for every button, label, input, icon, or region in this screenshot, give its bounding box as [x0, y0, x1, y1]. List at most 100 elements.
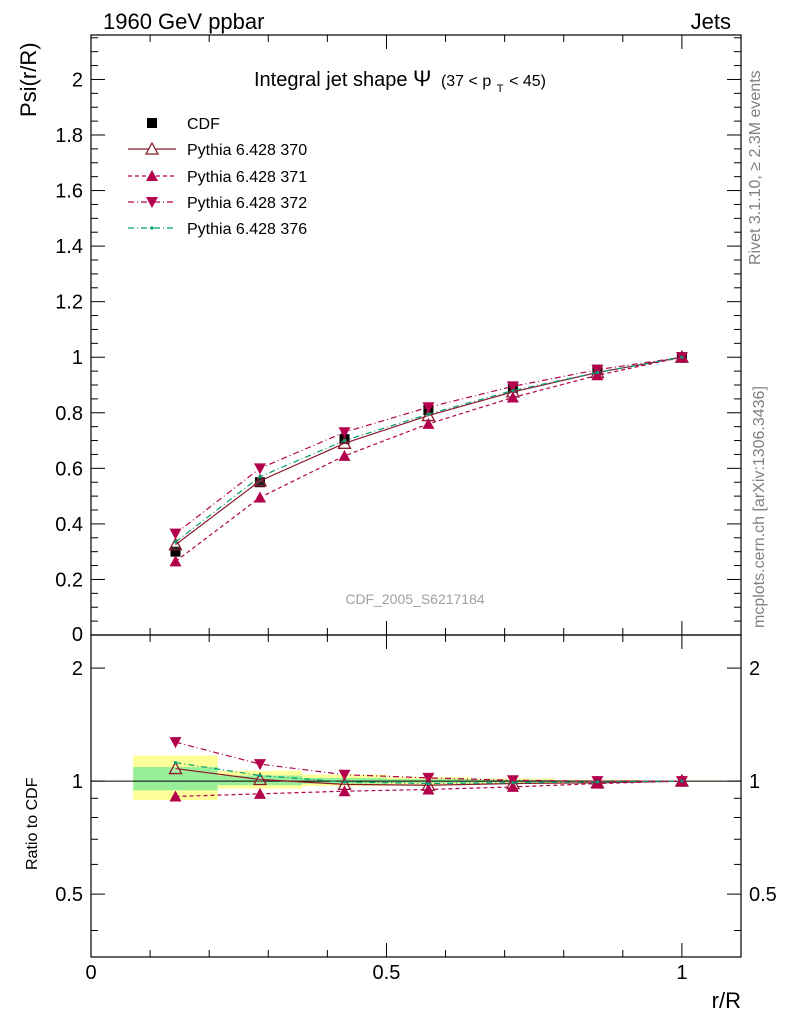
main-data-point: [591, 364, 604, 376]
main-ytick-label: 0.2: [55, 569, 83, 591]
ratio-data-point: [426, 781, 431, 786]
ratio-ytick-label-right: 0.5: [749, 884, 777, 906]
main-ytick-label: 1.4: [55, 236, 83, 258]
main-data-point: [342, 438, 347, 443]
main-series-cdf: [170, 352, 687, 557]
ratio-stat-band: [217, 775, 303, 786]
main-data-point: [506, 391, 519, 403]
main-ytick-label-zero: 0: [72, 624, 83, 646]
main-ytick-label: 1: [72, 347, 83, 369]
main-data-point: [506, 381, 519, 393]
ratio-data-point: [506, 780, 519, 792]
ratio-xtick-label: 1: [676, 962, 687, 984]
ratio-ytick-label-right: 1: [749, 771, 760, 793]
ratio-ytick-label-left: 1: [72, 771, 83, 793]
ratio-data-point: [422, 783, 435, 795]
main-series-pythia-6-428-376: [173, 355, 684, 544]
ratio-data-point: [506, 775, 519, 787]
legend-marker-372: [146, 197, 158, 208]
main-series-group: [168, 349, 690, 567]
ratio-ytick-label-right: 2: [749, 658, 760, 680]
legend-marker-370: [144, 141, 160, 155]
ratio-data-point: [422, 772, 435, 784]
ratio-data-point: [338, 769, 351, 781]
ratio-panel: 0.5 0.5 1 1 2 2 0 0.5 1 Ratio to CDF r/R: [24, 634, 777, 1013]
ratio-data-point: [511, 781, 515, 785]
main-data-point: [338, 427, 351, 439]
ratio-xtick-label: 0: [85, 962, 96, 984]
main-data-point: [252, 473, 268, 487]
ratio-data-point: [342, 780, 347, 784]
main-series-line: [175, 356, 682, 535]
ratio-data-point: [595, 780, 600, 784]
main-data-point: [337, 435, 352, 449]
ratio-plot-frame: [90, 634, 742, 958]
main-watermark: CDF_2005_S6217184: [345, 591, 485, 607]
ratio-xlabel: r/R: [712, 988, 741, 1013]
ratio-data-point: [173, 761, 178, 765]
ratio-series-group: [168, 737, 690, 802]
ratio-data-point: [254, 787, 266, 799]
main-data-point: [254, 463, 266, 475]
main-title-cut-end: < 45): [509, 73, 546, 90]
main-series-pythia-6-428-372: [169, 352, 688, 540]
legend-marker-371: [146, 170, 158, 181]
ratio-ylabel: Ratio to CDF: [24, 777, 41, 870]
ratio-data-point: [258, 773, 262, 778]
main-data-point: [173, 540, 178, 544]
legend-marker-cdf: [147, 118, 157, 128]
main-data-point: [422, 417, 435, 429]
ratio-data-point: [252, 772, 268, 786]
ratio-data-point: [680, 779, 684, 783]
ratio-ytick-label-left: 0.5: [55, 884, 83, 906]
main-series-pythia-6-428-370: [168, 349, 690, 551]
main-title-cut-sub: T: [497, 83, 504, 95]
legend-label-371: Pythia 6.428 371: [187, 169, 307, 186]
main-data-point: [170, 546, 181, 557]
legend-marker-376: [150, 226, 154, 230]
ratio-data-point: [169, 737, 182, 749]
main-series-pythia-6-428-371: [169, 351, 688, 567]
main-data-point: [255, 477, 265, 488]
ratio-xtick-label: 0.5: [373, 962, 401, 984]
main-data-point: [426, 412, 431, 416]
main-ytick-label: 0.8: [55, 403, 83, 425]
main-data-point: [680, 355, 684, 359]
legend-label-cdf: CDF: [187, 116, 220, 133]
ratio-axis-ticks: 0.5 0.5 1 1 2 2 0 0.5 1: [55, 635, 777, 984]
main-ytick-label: 1.8: [55, 125, 83, 147]
legend: CDF Pythia 6.428 370 Pythia 6.428 371 Py…: [128, 116, 307, 238]
main-title-symbol: Ψ: [413, 66, 431, 91]
main-series-line: [175, 356, 683, 562]
ratio-data-point: [338, 785, 351, 797]
main-data-point: [511, 388, 515, 393]
main-ytick-label: 0.6: [55, 458, 83, 480]
main-series-line: [175, 356, 683, 546]
main-title-cut: (37 < p: [441, 73, 491, 90]
header-energy-label: 1960 GeV ppbar: [103, 9, 264, 34]
ratio-data-point: [169, 790, 182, 802]
main-panel: 0.2 0.4 0.6 0.8 1 1.2 1.4 1.6 1.8 2 0 CDF_2005_S62…: [16, 34, 742, 646]
main-data-point: [254, 491, 266, 503]
main-data-point: [169, 555, 182, 567]
main-data-point: [338, 449, 351, 461]
ratio-data-point: [254, 759, 266, 771]
main-ytick-label: 0.4: [55, 514, 83, 536]
legend-label-370: Pythia 6.428 370: [187, 142, 307, 159]
ratio-stat-band: [133, 767, 218, 791]
main-series-line: [175, 356, 683, 543]
main-title-text: Integral jet shape: [254, 69, 407, 91]
ratio-data-point: [168, 761, 183, 775]
main-data-point: [168, 537, 183, 551]
legend-label-376: Pythia 6.428 376: [187, 221, 307, 238]
legend-label-372: Pythia 6.428 372: [187, 195, 307, 212]
ratio-ytick-label-left: 2: [72, 658, 83, 680]
main-title: Integral jet shape Ψ (37 < p T < 45): [254, 66, 546, 97]
main-ytick-label: 1.2: [55, 292, 83, 314]
main-ylabel: Psi(r/R): [16, 42, 41, 117]
main-axis-ticks: 0.2 0.4 0.6 0.8 1 1.2 1.4 1.6 1.8 2 0: [55, 35, 742, 646]
main-data-point: [595, 370, 600, 375]
main-ytick-label: 2: [72, 69, 83, 91]
main-data-point: [169, 528, 182, 540]
